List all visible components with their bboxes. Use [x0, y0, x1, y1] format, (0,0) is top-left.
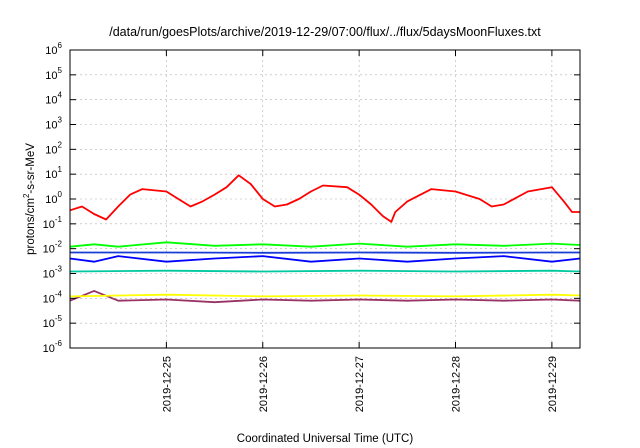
- y-tick-base: 10: [43, 219, 55, 231]
- series-line-4: [69, 269, 581, 273]
- y-axis: 10-610-510-410-310-210-11001011021031041…: [43, 41, 580, 355]
- y-axis-label-exponent: 2: [22, 193, 31, 198]
- y-tick-exponent: 5: [58, 66, 63, 75]
- y-tick-base: 10: [43, 293, 55, 305]
- chart-title: /data/run/goesPlots/archive/2019-12-29/0…: [109, 25, 541, 39]
- x-tick-label: 2019-12-26: [258, 356, 270, 412]
- x-tick-label: 2019-12-29: [547, 356, 559, 412]
- y-tick-label: 100: [45, 190, 62, 206]
- x-axis-label: Coordinated Universal Time (UTC): [237, 433, 414, 445]
- y-tick-base: 10: [45, 45, 57, 57]
- y-tick-base: 10: [45, 70, 57, 82]
- y-tick-label: 105: [45, 66, 62, 82]
- y-tick-exponent: 3: [58, 116, 63, 125]
- y-tick-exponent: -2: [55, 240, 63, 249]
- x-tick-label: 2019-12-27: [354, 356, 366, 412]
- x-tick-label: 2019-12-28: [451, 356, 463, 412]
- y-tick-exponent: 4: [58, 91, 63, 100]
- y-tick-label: 10-2: [43, 240, 63, 256]
- y-tick-base: 10: [45, 144, 57, 156]
- y-tick-exponent: 1: [58, 165, 63, 174]
- y-tick-label: 10-1: [43, 215, 63, 231]
- y-tick-label: 102: [45, 140, 62, 156]
- y-tick-exponent: -1: [55, 215, 63, 224]
- grid: [70, 49, 580, 349]
- y-tick-exponent: -6: [55, 339, 63, 348]
- series-line-0: [69, 174, 580, 223]
- series-line-1: [69, 241, 581, 248]
- y-tick-label: 10-5: [43, 314, 63, 330]
- y-tick-exponent: 0: [58, 190, 63, 199]
- y-tick-base: 10: [43, 269, 55, 281]
- series-layer: [69, 174, 581, 304]
- series-line-6: [69, 289, 581, 304]
- y-tick-label: 104: [45, 91, 62, 107]
- y-tick-label: 106: [45, 41, 62, 57]
- y-axis-label-rest: -s-sr-MeV: [25, 143, 37, 194]
- x-axis: 2019-12-25 2019-12-26 2019-12-27 2019-12-28…: [161, 50, 559, 412]
- y-tick-exponent: 2: [58, 140, 63, 149]
- series-line-2: [69, 255, 581, 263]
- y-tick-base: 10: [45, 169, 57, 181]
- y-tick-base: 10: [43, 244, 55, 256]
- y-tick-base: 10: [43, 343, 55, 355]
- y-tick-exponent: -5: [55, 314, 63, 323]
- y-tick-label: 103: [45, 116, 62, 132]
- y-tick-exponent: -3: [55, 265, 63, 274]
- y-tick-exponent: -4: [55, 289, 63, 298]
- y-tick-label: 10-4: [43, 289, 63, 305]
- y-tick-base: 10: [43, 318, 55, 330]
- y-tick-label: 10-6: [43, 339, 63, 355]
- series-line-5: [69, 293, 581, 298]
- y-axis-label: protons/cm2-s-sr-MeV: [22, 143, 37, 255]
- x-tick-label: 2019-12-25: [161, 356, 173, 412]
- y-tick-base: 10: [45, 95, 57, 107]
- y-tick-base: 10: [45, 120, 57, 132]
- y-tick-label: 101: [45, 165, 62, 181]
- y-axis-label-main: protons/cm: [25, 198, 37, 255]
- y-tick-base: 10: [45, 194, 57, 206]
- y-tick-exponent: 6: [58, 41, 63, 50]
- y-tick-label: 10-3: [43, 265, 63, 281]
